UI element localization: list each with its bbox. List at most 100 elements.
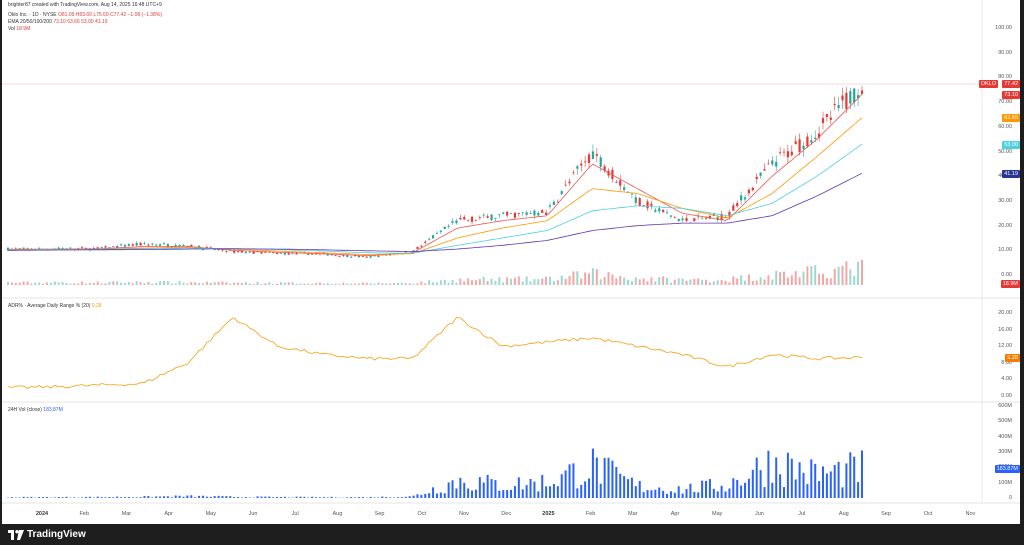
vol24-bar [451, 480, 454, 498]
candle-body [166, 244, 169, 247]
volume-bar [14, 282, 17, 285]
candle-body [704, 217, 708, 219]
volume-bar [693, 278, 696, 285]
candle-body [790, 151, 793, 156]
candle-body [38, 247, 41, 249]
volume-bar [365, 282, 368, 285]
candle-body [314, 253, 318, 255]
vol24-bar [560, 474, 563, 498]
candle-body [373, 255, 376, 257]
candle-body [420, 245, 423, 247]
time-tick-label: Jul [798, 511, 806, 517]
vol24-bar [732, 478, 735, 498]
vol24-bar [627, 479, 630, 498]
volume-bar [104, 283, 107, 285]
candle-body [357, 255, 361, 258]
vol24-bar [357, 497, 360, 498]
ohlc-values: O81.09 H83.60 L75.60 C77.42 −1.08 (−1.38… [58, 12, 162, 18]
volume-bar [806, 266, 809, 285]
vol24-bar [350, 497, 353, 498]
candle-body [205, 246, 208, 248]
volume-bar [463, 281, 466, 285]
adr-tick-label: 0.00 [1001, 393, 1012, 399]
candle-body [482, 214, 485, 216]
vol24-tick-label: 100M [998, 479, 1012, 486]
candle-body [143, 243, 146, 244]
volume-bar [459, 278, 462, 285]
vol24-bar [420, 494, 423, 498]
vol24-panel-title[interactable]: 24H Vol (close) 183.87M [8, 407, 63, 413]
vol24-bar [666, 493, 669, 498]
candle-body [311, 253, 314, 255]
adr-tick-label: 12.00 [998, 343, 1012, 350]
volume-bar [178, 280, 181, 285]
chart-canvas[interactable] [2, 0, 1020, 524]
candle-body [845, 92, 848, 109]
vol24-bar [416, 494, 419, 498]
vol24-bar [369, 496, 372, 498]
vol24-bar [26, 497, 29, 498]
volume-bar [646, 281, 649, 285]
volume-bar [7, 282, 9, 285]
volume-bar [357, 283, 360, 285]
ema-label[interactable]: EMA 20/50/100/200 [8, 19, 52, 25]
candle-body [170, 246, 173, 248]
volume-bar [818, 273, 821, 285]
volume-bar [73, 283, 76, 285]
candle-body [603, 166, 606, 171]
vol24-bar [237, 497, 240, 498]
volume-bar [10, 282, 13, 285]
candle-body [498, 214, 501, 216]
vol24-bar [837, 461, 840, 498]
vol24-bar [595, 457, 598, 498]
vol24-bar [112, 497, 115, 498]
volume-bar [837, 266, 840, 285]
candle-body [525, 212, 528, 215]
vol24-bar [810, 459, 813, 498]
vol24-bar [186, 495, 189, 498]
volume-bar [34, 282, 37, 285]
candle-body [759, 172, 762, 176]
volume-bar [354, 283, 357, 285]
volume-bar [393, 282, 396, 285]
volume-bar [162, 280, 165, 285]
symbol-title[interactable]: Oklo Inc. · 1D · NYSE [8, 12, 57, 18]
candle-body [821, 118, 825, 124]
vol24-bar [568, 464, 571, 498]
candle-body [587, 154, 591, 163]
vol24-bar [763, 487, 766, 498]
vol24-bar [630, 477, 633, 498]
vol24-bar [669, 491, 672, 498]
vol24-bar [166, 496, 169, 498]
price-tick-label: 0.00 [1001, 272, 1012, 278]
volume-bar [311, 283, 314, 285]
volume-bar [307, 283, 310, 285]
candle-body [779, 152, 782, 154]
vol24-bar [564, 470, 567, 498]
vol24-bar [806, 484, 809, 498]
candle-body [131, 244, 134, 246]
volume-bar [513, 277, 516, 285]
candle-body [743, 197, 747, 200]
vol24-bar [818, 481, 821, 498]
candle-body [794, 141, 797, 144]
candle-body [509, 212, 513, 214]
vol24-bar [459, 477, 462, 498]
adr-panel-title[interactable]: ADR% · Average Daily Range % (20) 9.28 [8, 303, 102, 309]
time-tick-label: Oct [923, 511, 933, 517]
volume-bar [712, 281, 715, 285]
volume-bar [217, 281, 220, 285]
volume-bar [420, 281, 423, 285]
volume-bar [786, 277, 789, 285]
vol-label[interactable]: Vol [8, 26, 15, 32]
vol24-bar [654, 489, 657, 498]
volume-bar [755, 280, 758, 285]
volume-bar [198, 282, 201, 285]
vol24-bar [201, 495, 204, 498]
volume-bar [57, 282, 60, 285]
candle-body [841, 95, 844, 101]
tradingview-logo[interactable]: TradingView [8, 529, 86, 540]
candle-body [517, 213, 520, 214]
vol24-tick-label: 0 [1008, 495, 1012, 501]
volume-bar [147, 282, 150, 285]
